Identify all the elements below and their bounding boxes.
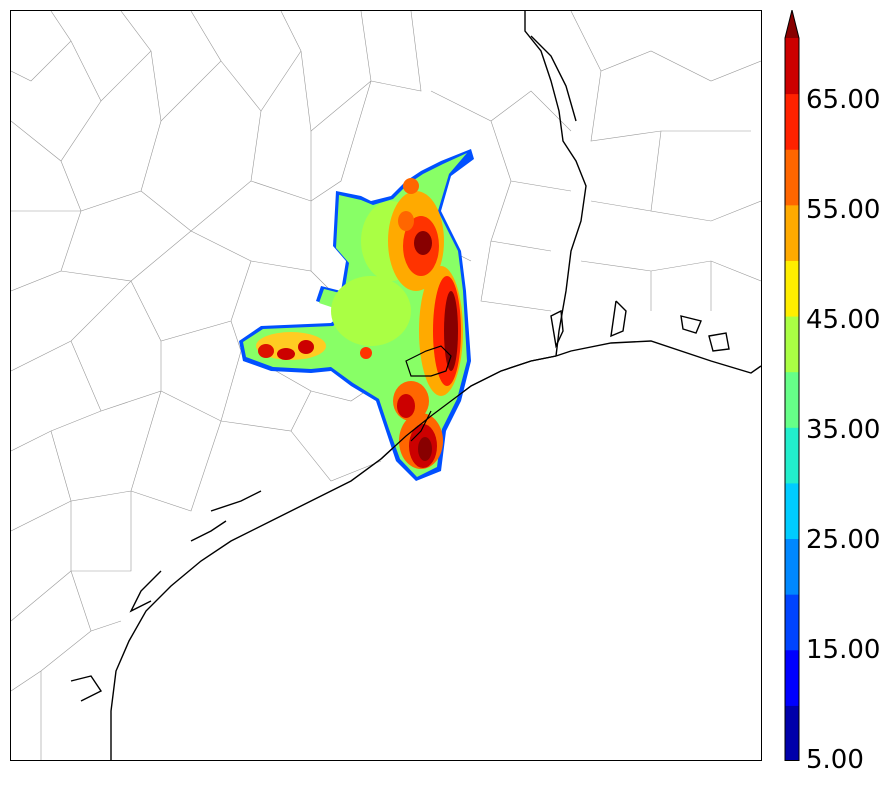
colorbar-segment: [785, 705, 799, 761]
map-canvas: [11, 11, 761, 760]
coastline-overlay: [380, 345, 557, 460]
colorbar-label-45: 45.00: [806, 305, 881, 335]
colorbar: [784, 10, 800, 761]
colorbar-label-35: 35.00: [806, 415, 881, 445]
colorbar-segment: [785, 649, 799, 706]
colorbar-outline: [784, 10, 800, 761]
colorbar-segment: [785, 93, 799, 150]
colorbar-segment: [785, 594, 799, 651]
colorbar-label-55: 55.00: [806, 195, 881, 225]
colorbar-segment: [785, 482, 799, 540]
colorbar-segment: [785, 149, 799, 206]
colorbar-segment: [785, 371, 799, 428]
colorbar-segment: [785, 38, 799, 95]
colorbar-segment: [785, 538, 799, 595]
map-panel: [10, 10, 762, 761]
colorbar-segment: [785, 204, 799, 261]
precipitation-field: [239, 149, 474, 481]
colorbar-label-65: 65.00: [806, 85, 881, 115]
colorbar-segment: [785, 427, 799, 484]
colorbar-label-15: 15.00: [806, 635, 881, 665]
colorbar-segment: [785, 260, 799, 317]
colorbar-segment: [785, 316, 799, 373]
colorbar-label-25: 25.00: [806, 525, 881, 555]
colorbar-label-5: 5.00: [806, 745, 864, 775]
colorbar-extend-arrow: [785, 10, 799, 38]
